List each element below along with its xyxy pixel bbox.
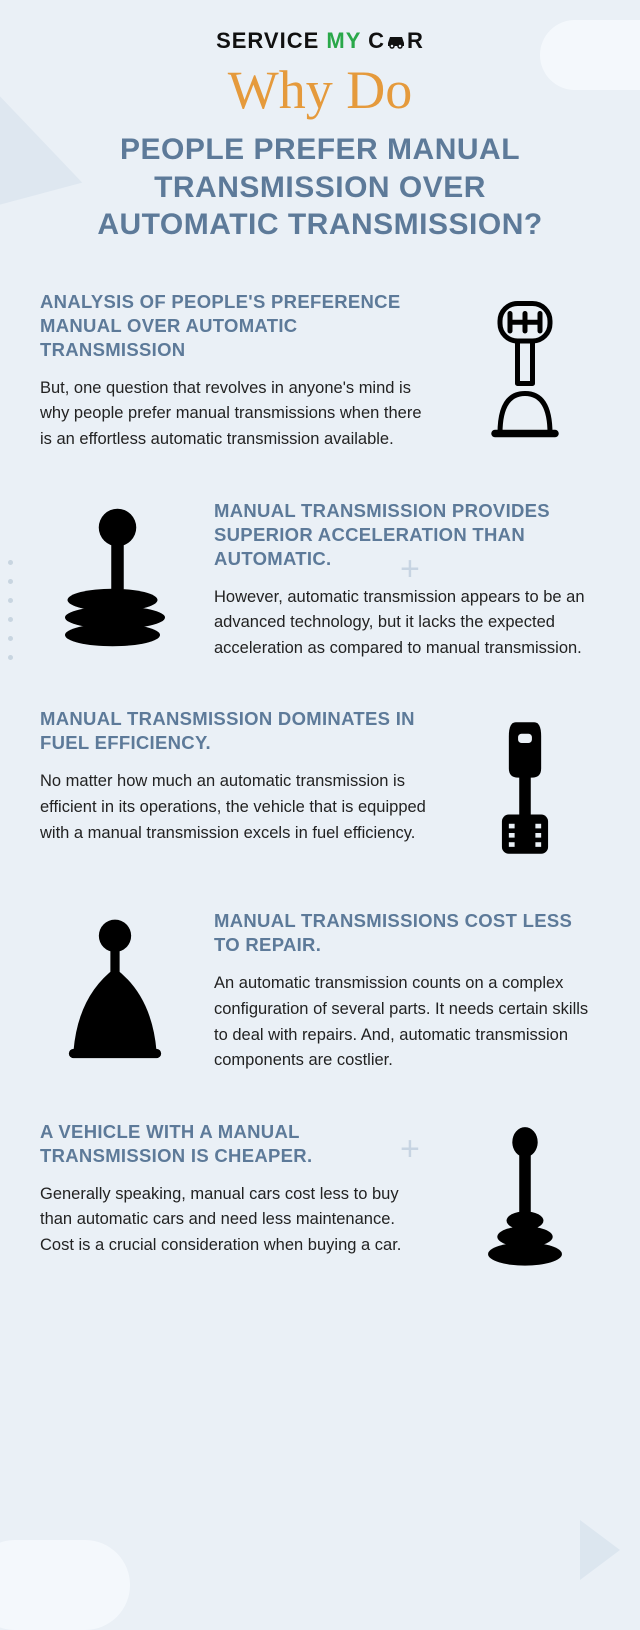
- section-body: Generally speaking, manual cars cost les…: [40, 1182, 426, 1259]
- section-title: MANUAL TRANSMISSION PROVIDES SUPERIOR AC…: [214, 499, 600, 571]
- logo-text-my: MY: [326, 28, 361, 53]
- section-cheaper: A VEHICLE WITH A MANUAL TRANSMISSION IS …: [40, 1120, 600, 1276]
- section-title: MANUAL TRANSMISSION DOMINATES IN FUEL EF…: [40, 707, 426, 755]
- cloud-decor-bottom-left: [0, 1540, 130, 1630]
- section-acceleration: MANUAL TRANSMISSION PROVIDES SUPERIOR AC…: [40, 499, 600, 662]
- logo-text-service: SERVICE: [216, 28, 319, 53]
- section-title: ANALYSIS OF PEOPLE'S PREFERENCE MANUAL O…: [40, 290, 426, 362]
- section-body: An automatic transmission counts on a co…: [214, 971, 600, 1073]
- section-body: However, automatic transmission appears …: [214, 585, 600, 662]
- gear-shifter-outline-icon: [450, 290, 600, 446]
- section-title: MANUAL TRANSMISSIONS COST LESS TO REPAIR…: [214, 909, 600, 957]
- section-fuel-efficiency: MANUAL TRANSMISSION DOMINATES IN FUEL EF…: [40, 707, 600, 863]
- chevron-decor-bottom-right: [580, 1520, 620, 1580]
- section-repair-cost: MANUAL TRANSMISSIONS COST LESS TO REPAIR…: [40, 909, 600, 1073]
- brand-logo: SERVICE MY CR: [40, 28, 600, 55]
- cursive-heading: Why Do: [40, 63, 600, 117]
- section-title: A VEHICLE WITH A MANUAL TRANSMISSION IS …: [40, 1120, 426, 1168]
- shift-knob-rings-icon: [450, 1120, 600, 1276]
- automatic-lever-icon: [450, 707, 600, 863]
- shift-knob-cone-icon: [40, 909, 190, 1065]
- stick-shift-coil-icon: [40, 499, 190, 655]
- logo-text-r: R: [407, 28, 424, 53]
- logo-text-c: C: [368, 28, 385, 53]
- section-body: No matter how much an automatic transmis…: [40, 769, 426, 846]
- section-analysis: ANALYSIS OF PEOPLE'S PREFERENCE MANUAL O…: [40, 290, 600, 453]
- car-icon: [385, 29, 407, 55]
- main-title: PEOPLE PREFER MANUAL TRANSMISSION OVER A…: [40, 131, 600, 244]
- section-body: But, one question that revolves in anyon…: [40, 376, 426, 453]
